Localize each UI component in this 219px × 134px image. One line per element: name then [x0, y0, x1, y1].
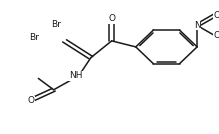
Text: NH: NH — [69, 71, 82, 80]
Text: Br: Br — [51, 20, 61, 29]
Text: O: O — [108, 14, 115, 23]
Text: N: N — [194, 21, 200, 30]
Text: Br: Br — [29, 33, 39, 42]
Text: O: O — [213, 11, 219, 20]
Text: O: O — [27, 96, 34, 105]
Text: O: O — [213, 31, 219, 40]
